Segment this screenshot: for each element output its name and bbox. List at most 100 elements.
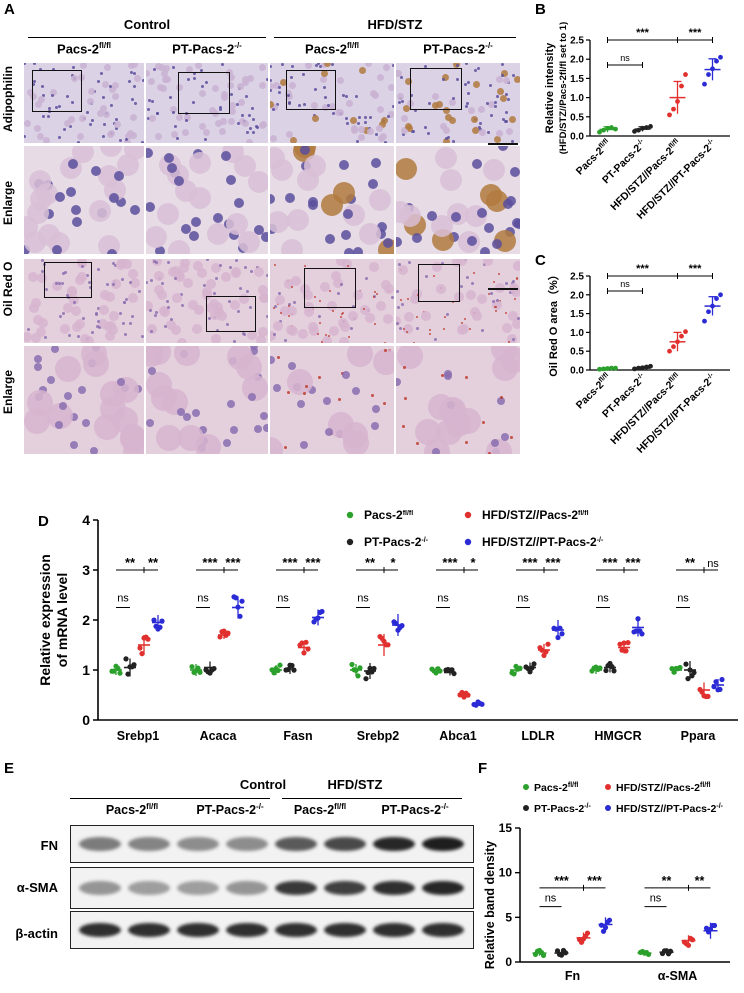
blot-band — [422, 881, 464, 895]
ns-label: ns — [277, 593, 289, 605]
category-label: Fn — [565, 969, 580, 983]
data-point — [117, 670, 123, 676]
data-point — [648, 124, 653, 129]
data-point — [233, 595, 239, 601]
blot-label-fn: FN — [40, 838, 58, 853]
data-point — [706, 72, 711, 77]
panel-letter-e: E — [4, 760, 15, 777]
legend-marker — [346, 511, 354, 519]
y-tick-label: 1.5 — [570, 74, 584, 85]
blot-band — [324, 837, 366, 851]
y-axis-label: Relative expressionof mRNA level — [40, 554, 70, 686]
data-point — [683, 72, 688, 77]
data-point — [617, 641, 623, 647]
significance-label: *** — [522, 555, 538, 570]
significance-label: ** — [695, 874, 705, 888]
legend-label: HFD/STZ//PT-Pacs-2-/- — [482, 535, 604, 549]
col-label-3: Pacs-2fl/fl — [305, 41, 359, 57]
blot-col-2: PT-Pacs-2-/- — [196, 802, 264, 818]
data-point — [705, 693, 711, 699]
legend-marker — [464, 511, 472, 519]
data-point — [137, 645, 143, 651]
significance-label: *** — [636, 263, 650, 275]
significance-label: *** — [636, 27, 650, 39]
data-point — [683, 329, 688, 335]
ns-label: ns — [197, 593, 209, 605]
blot-strip-2 — [70, 867, 474, 909]
histo-tile-r3-c3 — [270, 259, 394, 343]
data-point — [545, 641, 551, 647]
blot-band — [373, 881, 415, 895]
blot-band — [79, 923, 121, 937]
histo-tile-r3-c4 — [396, 259, 520, 343]
blot-strip-1 — [70, 825, 474, 863]
data-point — [679, 333, 684, 339]
y-tick-label: 1.0 — [570, 93, 584, 104]
legend-marker — [605, 784, 611, 790]
y-tick-label: 1 — [82, 662, 90, 678]
blot-band — [275, 923, 317, 937]
significance-label: *** — [545, 555, 561, 570]
panel-letter-a: A — [4, 1, 15, 18]
data-point — [371, 665, 377, 672]
significance-label: ** — [685, 555, 696, 570]
blot-band — [128, 923, 170, 937]
y-tick-label: 10 — [499, 866, 513, 880]
data-point — [685, 676, 691, 682]
panel-letter-b: B — [535, 1, 546, 18]
blot-group-hfdstz: HFD/STZ — [327, 777, 383, 792]
blot-band — [275, 837, 317, 851]
scale-bar-1 — [488, 143, 518, 145]
blot-label-bactin: β-actin — [15, 926, 58, 941]
blot-strip-3 — [70, 911, 474, 949]
zoom-box-7 — [304, 268, 356, 308]
data-point — [711, 922, 718, 929]
histo-tile-r2-c3 — [270, 146, 394, 254]
histo-tile-r2-c4 — [396, 146, 520, 254]
group-label-control: Control — [123, 17, 171, 32]
blot-col-1: Pacs-2fl/fl — [105, 802, 159, 818]
blot-band — [226, 923, 268, 937]
histo-tile-r1-c2 — [146, 63, 268, 143]
histo-tile-r4-c4 — [396, 346, 520, 454]
data-point — [611, 668, 617, 674]
y-tick-label: 0.5 — [570, 112, 584, 123]
data-point — [606, 917, 613, 923]
ns-label: ns — [117, 593, 129, 605]
data-point — [667, 348, 672, 354]
group-label-hfdstz: HFD/STZ — [367, 17, 423, 32]
category-label: Acaca — [200, 729, 238, 743]
zoom-box-4 — [410, 68, 462, 110]
significance-label: ns — [620, 53, 630, 63]
significance-label: *** — [225, 555, 241, 570]
data-point — [157, 624, 163, 630]
data-point — [559, 631, 565, 637]
y-tick-label: 2.0 — [570, 55, 584, 66]
ns-label: ns — [357, 593, 369, 605]
histo-tile-r2-c2 — [146, 146, 268, 254]
blot-band — [422, 837, 464, 851]
category-label: LDLR — [521, 729, 554, 743]
data-point — [125, 671, 131, 677]
data-point — [511, 671, 517, 677]
data-point — [691, 669, 697, 676]
legend-label: PT-Pacs-2-/- — [364, 535, 429, 549]
data-point — [239, 598, 245, 604]
y-tick-label: 0 — [82, 712, 90, 728]
significance-label: * — [390, 555, 396, 570]
data-point — [717, 686, 723, 693]
significance-label: *** — [602, 555, 618, 570]
y-tick-label: 1.0 — [570, 328, 584, 339]
data-point — [702, 81, 707, 87]
significance-label: *** — [689, 263, 703, 275]
y-tick-label: 0.5 — [570, 347, 584, 358]
significance-label: *** — [554, 874, 569, 888]
data-point — [437, 668, 443, 674]
legend-label: PT-Pacs-2-/- — [534, 803, 591, 815]
category-label: Srebp2 — [357, 729, 399, 743]
group-line-hfdstz — [274, 37, 516, 38]
legend-marker — [605, 805, 611, 811]
y-axis-label: Relative band density — [483, 841, 497, 970]
zoom-box-5 — [44, 262, 92, 298]
